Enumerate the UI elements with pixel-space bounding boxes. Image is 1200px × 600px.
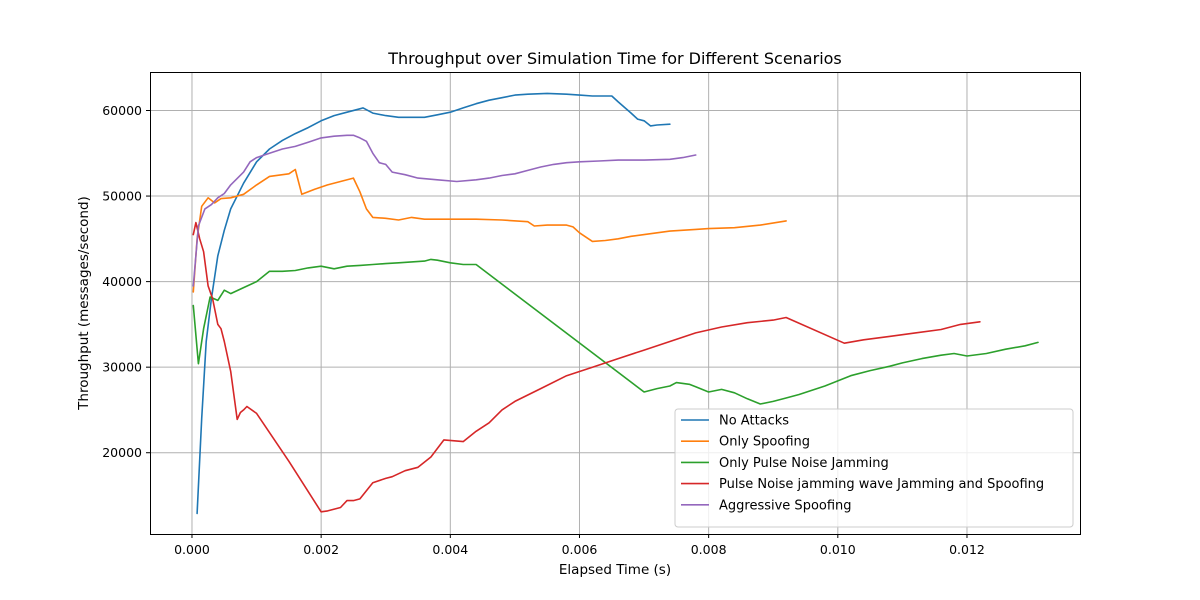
legend-label: Aggressive Spoofing [719,498,852,513]
x-axis-label: Elapsed Time (s) [559,562,671,578]
y-axis-label: Throughput (messages/second) [76,196,92,411]
series-line-1 [192,168,787,293]
y-tick-label: 50000 [102,189,142,204]
series-line-3 [192,221,981,513]
x-tick-label: 0.002 [303,542,339,557]
legend-box [674,408,1074,528]
series-line-4 [192,134,697,287]
y-tick-label: 40000 [102,274,142,289]
x-axis-ticks: 0.000 0.002 0.004 0.006 0.008 0.010 0.012 [174,534,985,557]
grid [150,72,1080,534]
legend-label: Only Pulse Noise Jamming [719,456,889,471]
plot-frame [150,72,1081,535]
x-tick-label: 0.004 [432,542,468,557]
x-tick-label: 0.012 [949,542,985,557]
chart-title: Throughput over Simulation Time for Diff… [387,49,842,68]
x-tick-label: 0.000 [174,542,210,557]
y-tick-label: 30000 [102,360,142,375]
x-tick-label: 0.006 [562,542,598,557]
legend: No Attacks Only Spoofing Only Pulse Noise … [674,408,1074,528]
y-axis-ticks: 20000 30000 40000 50000 60000 [102,103,150,460]
x-tick-label: 0.008 [691,542,727,557]
series-line-2 [192,258,1039,405]
series-line-0 [196,92,671,515]
x-tick-label: 0.010 [820,542,856,557]
series-lines [192,92,1039,515]
legend-label: No Attacks [719,414,789,429]
legend-label: Only Spoofing [719,435,810,450]
y-tick-label: 20000 [102,445,142,460]
legend-label: Pulse Noise jamming wave Jamming and Spo… [719,477,1044,492]
y-tick-label: 60000 [102,103,142,118]
